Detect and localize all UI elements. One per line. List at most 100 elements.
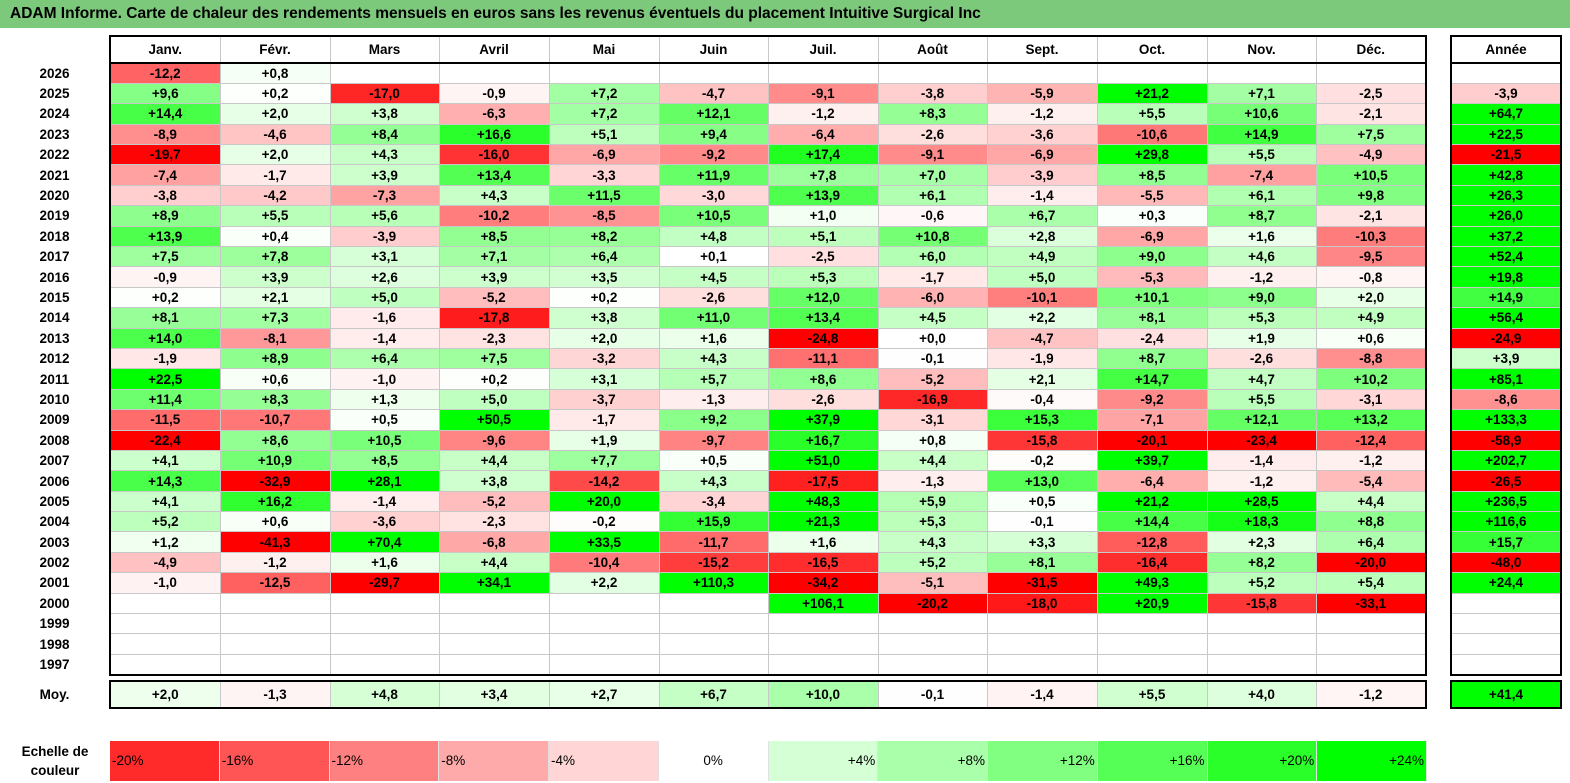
heatmap-cell [109, 633, 221, 655]
heatmap-cell: -1,9 [986, 347, 1098, 370]
heatmap-cell: +9,8 [1315, 184, 1427, 207]
heatmap-cell: -12,2 [109, 62, 221, 84]
month-header: Févr. [219, 35, 331, 64]
heatmap-cell: -9,1 [877, 144, 988, 166]
heatmap-cell: +3,8 [548, 307, 660, 329]
column-gap [1426, 409, 1451, 431]
heatmap-cell: +7,1 [438, 246, 550, 268]
year-label: 2022 [39, 147, 70, 163]
color-scale-step: -20% [110, 741, 220, 781]
heatmap-cell: +5,0 [986, 266, 1098, 288]
color-scale-step: +20% [1207, 741, 1318, 781]
heatmap-cell: +9,0 [1206, 286, 1317, 309]
column-gap [1426, 83, 1451, 104]
heatmap-cell: +12,0 [767, 286, 879, 309]
heatmap-cell: +14,4 [109, 103, 221, 125]
heatmap-cell [658, 62, 769, 84]
year-header-blank [0, 36, 110, 63]
heatmap-cell: -17,5 [767, 470, 879, 492]
heatmap-cell [986, 633, 1098, 655]
heatmap-cell: -7,1 [1096, 409, 1208, 431]
heatmap-cell: +6,1 [1206, 184, 1317, 207]
column-gap [1426, 287, 1451, 308]
heatmap-cell: +10,8 [877, 225, 988, 248]
heatmap-cell: -4,7 [658, 82, 769, 105]
year-label: 2024 [39, 106, 70, 122]
average-cell: +6,7 [658, 679, 769, 709]
year-label: 2013 [39, 330, 70, 346]
heatmap-cell [1206, 613, 1317, 635]
annual-cell: +56,4 [1450, 307, 1562, 329]
heatmap-cell: -0,1 [877, 347, 988, 370]
heatmap-cell: -3,9 [329, 225, 440, 248]
heatmap-cell: -6,9 [1096, 225, 1208, 248]
heatmap-cell: -2,4 [1096, 327, 1208, 349]
year-label: 1998 [39, 636, 70, 652]
heatmap-cell [548, 62, 660, 84]
heatmap-cell: -2,5 [1315, 82, 1427, 105]
heatmap-cell: +5,9 [877, 490, 988, 513]
year-label: 2002 [39, 555, 70, 571]
heatmap-cell: +11,4 [109, 388, 221, 411]
heatmap-cell [986, 613, 1098, 635]
color-scale-step: +16% [1097, 741, 1208, 781]
heatmap-cell: +8,3 [219, 388, 331, 411]
heatmap-cell: +11,5 [548, 184, 660, 207]
heatmap-cell [438, 62, 550, 84]
heatmap-cell: -1,2 [1206, 470, 1317, 492]
average-cell: +4,0 [1206, 679, 1317, 709]
heatmap-cell [1206, 633, 1317, 655]
heatmap-cell: -1,3 [877, 470, 988, 492]
heatmap-cell: +4,4 [438, 449, 550, 472]
heatmap-cell: +4,6 [1206, 246, 1317, 268]
heatmap-cell: +10,1 [1096, 286, 1208, 309]
heatmap-cell: -4,9 [1315, 144, 1427, 166]
heatmap-cell: -29,7 [329, 572, 440, 594]
heatmap-cell: +5,4 [1315, 572, 1427, 594]
average-cell: -1,3 [219, 679, 331, 709]
heatmap-cell: -0,8 [1315, 266, 1427, 288]
heatmap-cell: +2,3 [1206, 531, 1317, 553]
heatmap-cell [438, 613, 550, 635]
heatmap-cell: -1,2 [986, 103, 1098, 125]
heatmap-cell: -0,4 [986, 388, 1098, 411]
heatmap-cell: -17,0 [329, 82, 440, 105]
heatmap-cell [1315, 633, 1427, 655]
heatmap-cell: +1,2 [109, 531, 221, 553]
heatmap-cell: -8,1 [219, 327, 331, 349]
heatmap-cell: -20,1 [1096, 429, 1208, 451]
annual-cell: +22,5 [1450, 123, 1562, 146]
heatmap-cell: +5,2 [877, 551, 988, 574]
heatmap-cell: -11,7 [658, 531, 769, 553]
average-cell: +2,0 [109, 679, 221, 709]
heatmap-cell: -6,9 [986, 144, 1098, 166]
annual-cell: -3,9 [1450, 82, 1562, 105]
heatmap-cell: -3,4 [658, 490, 769, 513]
heatmap-cell: -3,6 [329, 511, 440, 533]
heatmap-cell: -1,0 [109, 572, 221, 594]
heatmap-cell [548, 592, 660, 615]
heatmap-cell: -3,1 [877, 409, 988, 431]
heatmap-cell: +7,1 [1206, 82, 1317, 105]
heatmap-cell: +0,8 [219, 62, 331, 84]
heatmap-cell [219, 613, 331, 635]
annual-cell: +24,4 [1450, 572, 1562, 594]
heatmap-cell: +5,5 [1206, 144, 1317, 166]
heatmap-cell: +51,0 [767, 449, 879, 472]
heatmap-cell: -2,6 [1206, 347, 1317, 370]
heatmap-cell: -5,5 [1096, 184, 1208, 207]
year-label: 2005 [39, 493, 70, 509]
heatmap-cell: +9,2 [658, 409, 769, 431]
column-gap [1426, 266, 1451, 288]
annual-cell: +236,5 [1450, 490, 1562, 513]
heatmap-cell: -1,2 [767, 103, 879, 125]
year-label: 2017 [39, 249, 70, 265]
heatmap-cell: +2,0 [219, 144, 331, 166]
heatmap-cell: +0,2 [219, 82, 331, 105]
heatmap-cell: -2,6 [767, 388, 879, 411]
heatmap-cell: +4,4 [877, 449, 988, 472]
annual-cell [1450, 653, 1562, 676]
heatmap-cell: +7,8 [767, 164, 879, 186]
heatmap-cell: +3,1 [329, 246, 440, 268]
heatmap-cell: +0,5 [986, 490, 1098, 513]
